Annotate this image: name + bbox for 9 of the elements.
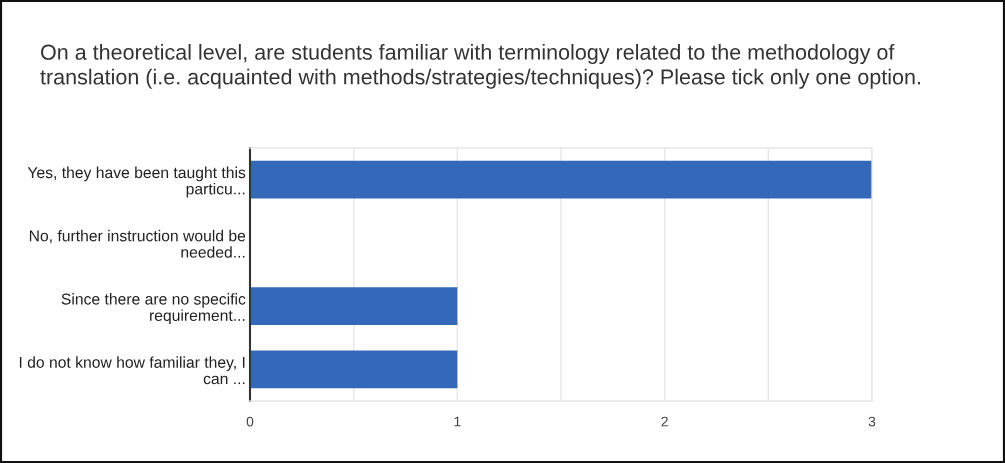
x-tick-label: 0 bbox=[246, 416, 254, 427]
chart-title: On a theoretical level, are students familiar with terminology related to the methodology of translation (i.e. acquainted with methods/strategies/techniques)? Please tick only one option. bbox=[40, 44, 920, 89]
y-tick-label: Since there are no specific requirement... bbox=[61, 293, 246, 325]
x-tick-label: 3 bbox=[868, 416, 876, 427]
x-tick-label: 2 bbox=[661, 416, 668, 427]
y-tick-label: No, further instruction would be needed... bbox=[29, 229, 246, 258]
y-tick-label: Yes, they have been taught this particu... bbox=[27, 166, 246, 198]
y-tick-label: I do not know how familiar they, I can ... bbox=[19, 356, 245, 385]
x-tick-label: 1 bbox=[454, 416, 461, 427]
